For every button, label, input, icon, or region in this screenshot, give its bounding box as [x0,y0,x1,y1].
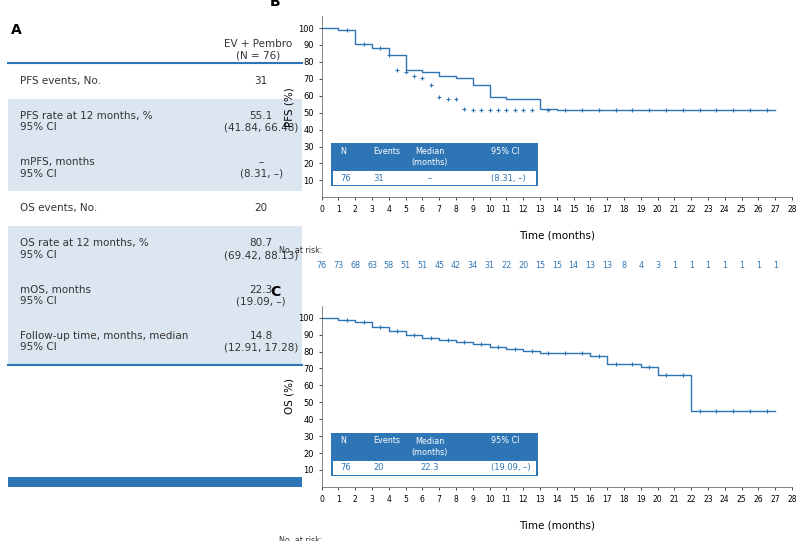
Text: 76: 76 [341,464,351,472]
Text: OS events, No.: OS events, No. [20,203,97,214]
Text: 1: 1 [722,261,727,269]
Bar [8,98,302,145]
Bar [8,145,302,191]
Text: 45: 45 [434,261,444,269]
Text: 20: 20 [254,203,268,214]
Text: No. at risk:: No. at risk: [279,246,322,255]
Text: 31: 31 [485,261,494,269]
Text: 76: 76 [341,174,351,183]
Text: 42: 42 [451,261,461,269]
Text: –: – [428,174,432,183]
Text: No. at risk:: No. at risk: [279,536,322,541]
Text: 1: 1 [672,261,677,269]
X-axis label: Time (months): Time (months) [519,230,595,241]
Text: 13: 13 [586,261,595,269]
Text: 1: 1 [739,261,744,269]
Text: N: N [341,147,346,156]
Text: 51: 51 [401,261,410,269]
Text: 20: 20 [518,261,528,269]
Text: 1: 1 [756,261,761,269]
Text: 1: 1 [706,261,710,269]
FancyBboxPatch shape [331,143,538,187]
X-axis label: Time (months): Time (months) [519,520,595,530]
Text: 68: 68 [350,261,360,269]
Text: 31: 31 [254,76,268,86]
Text: –
(8.31, –): – (8.31, –) [240,157,283,179]
Text: 22.3
(19.09, –): 22.3 (19.09, –) [237,285,286,306]
Text: Median
(months): Median (months) [412,437,448,457]
Text: Median
(months): Median (months) [412,148,448,167]
Text: OS rate at 12 months, %
95% CI: OS rate at 12 months, % 95% CI [20,239,149,260]
Text: 15: 15 [552,261,562,269]
Text: 95% CI: 95% CI [491,147,519,156]
Text: 76: 76 [317,261,326,269]
Text: 63: 63 [367,261,377,269]
Text: 58: 58 [384,261,394,269]
Y-axis label: OS (%): OS (%) [284,378,294,414]
Text: 3: 3 [655,261,660,269]
Text: 15: 15 [535,261,545,269]
Text: A: A [11,23,22,37]
Text: B: B [270,0,281,9]
Text: 31: 31 [374,174,384,183]
Text: 51: 51 [418,261,427,269]
Text: Events: Events [374,147,400,156]
Bar [334,460,536,475]
Bar [8,226,302,272]
Text: 80.7
(69.42, 88.13): 80.7 (69.42, 88.13) [224,239,298,260]
Text: Events: Events [374,436,400,445]
Text: 14.8
(12.91, 17.28): 14.8 (12.91, 17.28) [224,331,298,352]
Text: 73: 73 [334,261,343,269]
Text: 4: 4 [638,261,643,269]
Bar [8,478,302,487]
Text: 1: 1 [773,261,778,269]
Text: Follow-up time, months, median
95% CI: Follow-up time, months, median 95% CI [20,331,188,352]
Bar [8,272,302,319]
Text: 22.3: 22.3 [421,464,439,472]
Text: (19.09, –): (19.09, –) [491,464,530,472]
Text: EV + Pembro
(N = 76): EV + Pembro (N = 76) [224,39,293,61]
Text: C: C [270,285,280,299]
Text: mOS, months
95% CI: mOS, months 95% CI [20,285,90,306]
Bar [334,171,536,186]
Text: 22: 22 [502,261,511,269]
Text: PFS events, No.: PFS events, No. [20,76,101,86]
Text: 34: 34 [468,261,478,269]
Text: PFS rate at 12 months, %
95% CI: PFS rate at 12 months, % 95% CI [20,111,152,133]
Text: 95% CI: 95% CI [491,436,519,445]
Y-axis label: PFS (%): PFS (%) [284,87,294,127]
Text: (8.31, –): (8.31, –) [491,174,526,183]
FancyBboxPatch shape [331,433,538,476]
Text: 14: 14 [569,261,578,269]
Text: mPFS, months
95% CI: mPFS, months 95% CI [20,157,94,179]
Text: 8: 8 [622,261,626,269]
Text: 55.1
(41.84, 66.48): 55.1 (41.84, 66.48) [224,111,298,133]
Text: 20: 20 [374,464,384,472]
Text: 1: 1 [689,261,694,269]
Bar [8,319,302,365]
Text: 13: 13 [602,261,612,269]
Text: N: N [341,436,346,445]
